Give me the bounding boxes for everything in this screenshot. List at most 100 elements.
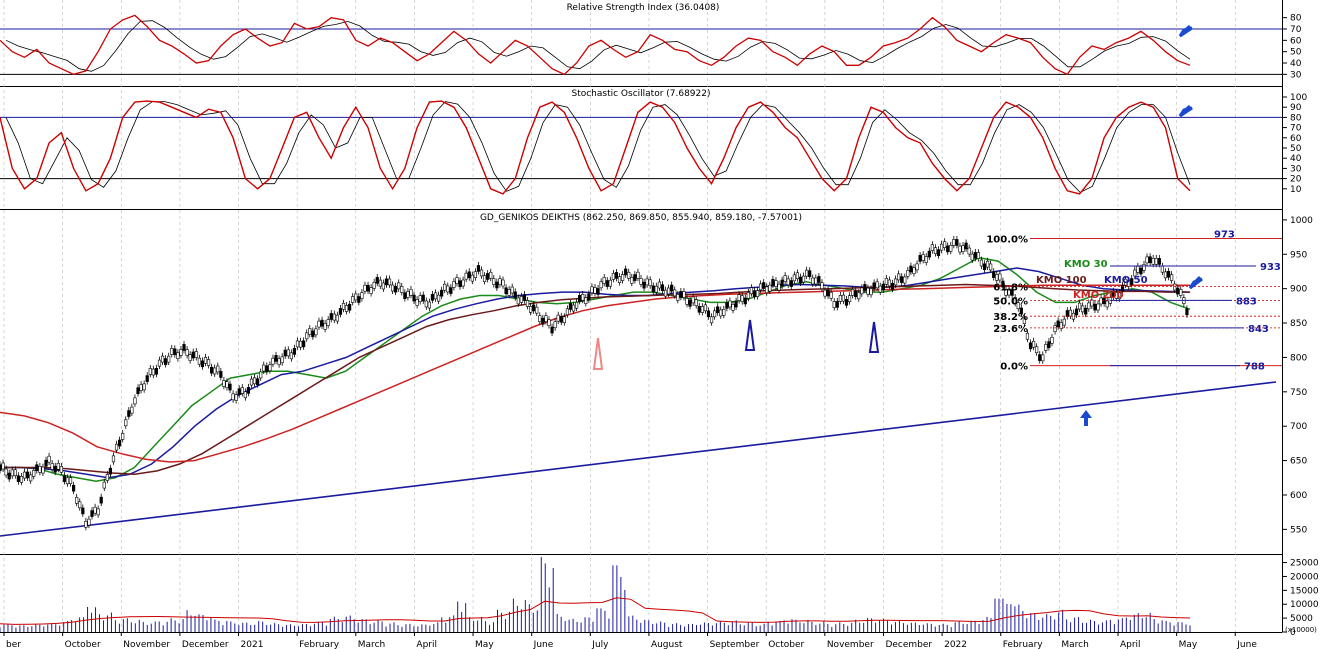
stoch-tick-label: 60 <box>1290 134 1302 144</box>
candle-body <box>16 475 21 483</box>
price-tick-label: 650 <box>1290 457 1307 467</box>
candle-body <box>133 397 137 405</box>
candle-body <box>676 294 680 301</box>
candle-body <box>700 306 704 313</box>
candle-body <box>10 469 14 477</box>
candle-body <box>912 267 916 275</box>
candle-body <box>985 260 990 268</box>
candle-body <box>1142 264 1146 271</box>
candle-body <box>366 284 370 292</box>
candle-body <box>409 289 413 296</box>
candle-body <box>811 277 815 285</box>
candle-body <box>38 465 42 473</box>
candle-body <box>528 306 533 313</box>
candle-body <box>1038 354 1042 361</box>
candle-body <box>142 383 146 391</box>
candle-body <box>213 367 217 375</box>
candle-body <box>679 291 683 298</box>
fibonacci-levels: 100.0% 61.8% 50.0% 38.2%23.6% 0.0% 973 933 883 8… <box>986 229 1282 373</box>
candle-body <box>418 295 422 302</box>
price-title: GD_GENIKOS DEIKTHS (862.250, 869.850, 85… <box>480 213 802 223</box>
candle-body <box>1163 271 1168 279</box>
candle-body <box>780 279 784 287</box>
candle-body <box>130 406 134 414</box>
candle-body <box>574 301 579 309</box>
candle-body <box>127 410 131 417</box>
fib-label: 38.2% <box>993 312 1028 323</box>
volume-bars <box>0 557 1191 632</box>
candle-body <box>99 496 103 504</box>
price-tick-label: 950 <box>1290 250 1307 260</box>
candle-body <box>992 271 996 278</box>
price-tick-label: 600 <box>1290 491 1307 501</box>
volume-tick-label: 5000 <box>1290 614 1313 624</box>
month-label: August <box>651 640 683 649</box>
candle-body <box>225 381 229 389</box>
candle-body <box>44 459 48 467</box>
candle-body <box>467 271 471 279</box>
candle-body <box>1169 274 1174 281</box>
candle-body <box>930 244 934 251</box>
month-label: March <box>358 640 385 649</box>
candle-body <box>421 294 425 302</box>
month-label: March <box>1061 640 1088 649</box>
candle-body <box>1084 307 1088 315</box>
candle-body <box>219 371 223 378</box>
candle-body <box>995 274 999 281</box>
candle-body <box>817 276 821 283</box>
candle-body <box>501 279 505 287</box>
candle-body <box>338 308 343 315</box>
candle-body <box>348 303 352 311</box>
month-label: April <box>416 640 437 649</box>
candle-body <box>430 294 435 301</box>
candle-body <box>351 296 355 303</box>
candle-body <box>329 313 333 320</box>
candle-body <box>1013 297 1017 304</box>
candle-body <box>455 277 459 284</box>
candle-body <box>326 319 330 326</box>
month-label: May <box>475 640 494 649</box>
candle-body <box>535 306 539 314</box>
candle-body <box>492 278 496 285</box>
candle-body <box>1019 307 1023 315</box>
candle-body <box>590 286 594 294</box>
candle-body <box>390 284 395 292</box>
candle-body <box>805 269 809 277</box>
stoch-tick-label: 80 <box>1290 113 1302 123</box>
candle-body <box>792 274 796 282</box>
candle-body <box>958 245 962 253</box>
candle-body <box>19 476 24 483</box>
candle-body <box>1166 270 1171 278</box>
volume-unit: (x10000) <box>1285 626 1317 634</box>
candle-body <box>749 287 754 295</box>
candle-body <box>1 462 5 470</box>
ma100-label: KMO 100 <box>1036 275 1087 286</box>
candle-body <box>532 304 536 312</box>
candle-body <box>246 387 251 394</box>
candle-body <box>801 275 806 283</box>
month-label: October <box>65 640 101 649</box>
candle-body <box>900 276 904 283</box>
candle-body <box>375 277 379 284</box>
rsi-tick-label: 60 <box>1290 36 1302 46</box>
candle-body <box>1130 278 1134 285</box>
candle-body <box>719 309 723 317</box>
candle-body <box>188 354 192 361</box>
volume-tick-label: 10000 <box>1290 600 1319 610</box>
candle-body <box>1025 332 1030 340</box>
candle-body <box>648 279 652 287</box>
candle-body <box>1093 303 1097 311</box>
candle-body <box>565 308 569 316</box>
candle-body <box>774 280 778 287</box>
candle-body <box>602 277 606 284</box>
candle-body <box>167 355 171 363</box>
candle-body <box>614 272 619 279</box>
candle-body <box>967 247 971 255</box>
candle-body <box>78 501 82 509</box>
candle-body <box>814 277 818 285</box>
candle-body <box>111 455 116 463</box>
candle-body <box>624 268 628 276</box>
candle-body <box>1096 303 1100 311</box>
candle-body <box>170 348 174 355</box>
